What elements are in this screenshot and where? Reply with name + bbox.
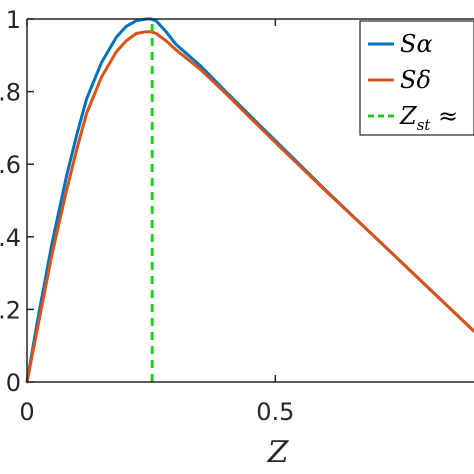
y-tick-label: 0.8	[0, 79, 21, 107]
y-tick-label: 0.2	[0, 296, 21, 324]
x-axis-label: Z	[267, 435, 290, 470]
y-tick-label: 0.6	[0, 151, 21, 179]
legend-label-2: Zst ≈	[399, 102, 458, 134]
x-tick-label: 0	[19, 398, 34, 426]
x-tick-label: 0.5	[256, 398, 294, 426]
y-tick-label: 0.4	[0, 224, 21, 252]
legend: Sα Sδ Zst ≈	[359, 20, 474, 136]
series-line-1	[25, 30, 474, 384]
y-tick-label: 1	[6, 6, 21, 34]
legend-label-0: Sα	[400, 30, 433, 58]
y-tick-label: 0	[6, 369, 21, 397]
axes-layer	[26, 18, 474, 383]
ticks-layer: 0 0.2 0.4 0.6 0.8 1 0 0.5	[0, 6, 294, 426]
legend-label-1: Sδ	[400, 66, 431, 94]
